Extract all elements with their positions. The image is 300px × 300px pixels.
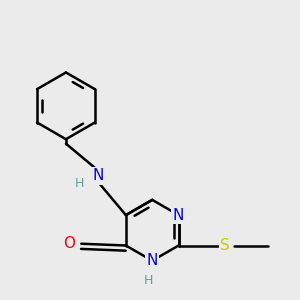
Text: S: S [220,238,230,253]
Text: N: N [92,168,103,183]
Text: H: H [74,177,84,190]
Text: O: O [63,236,75,251]
Text: H: H [144,274,153,287]
Text: N: N [146,253,158,268]
Text: N: N [173,208,184,223]
